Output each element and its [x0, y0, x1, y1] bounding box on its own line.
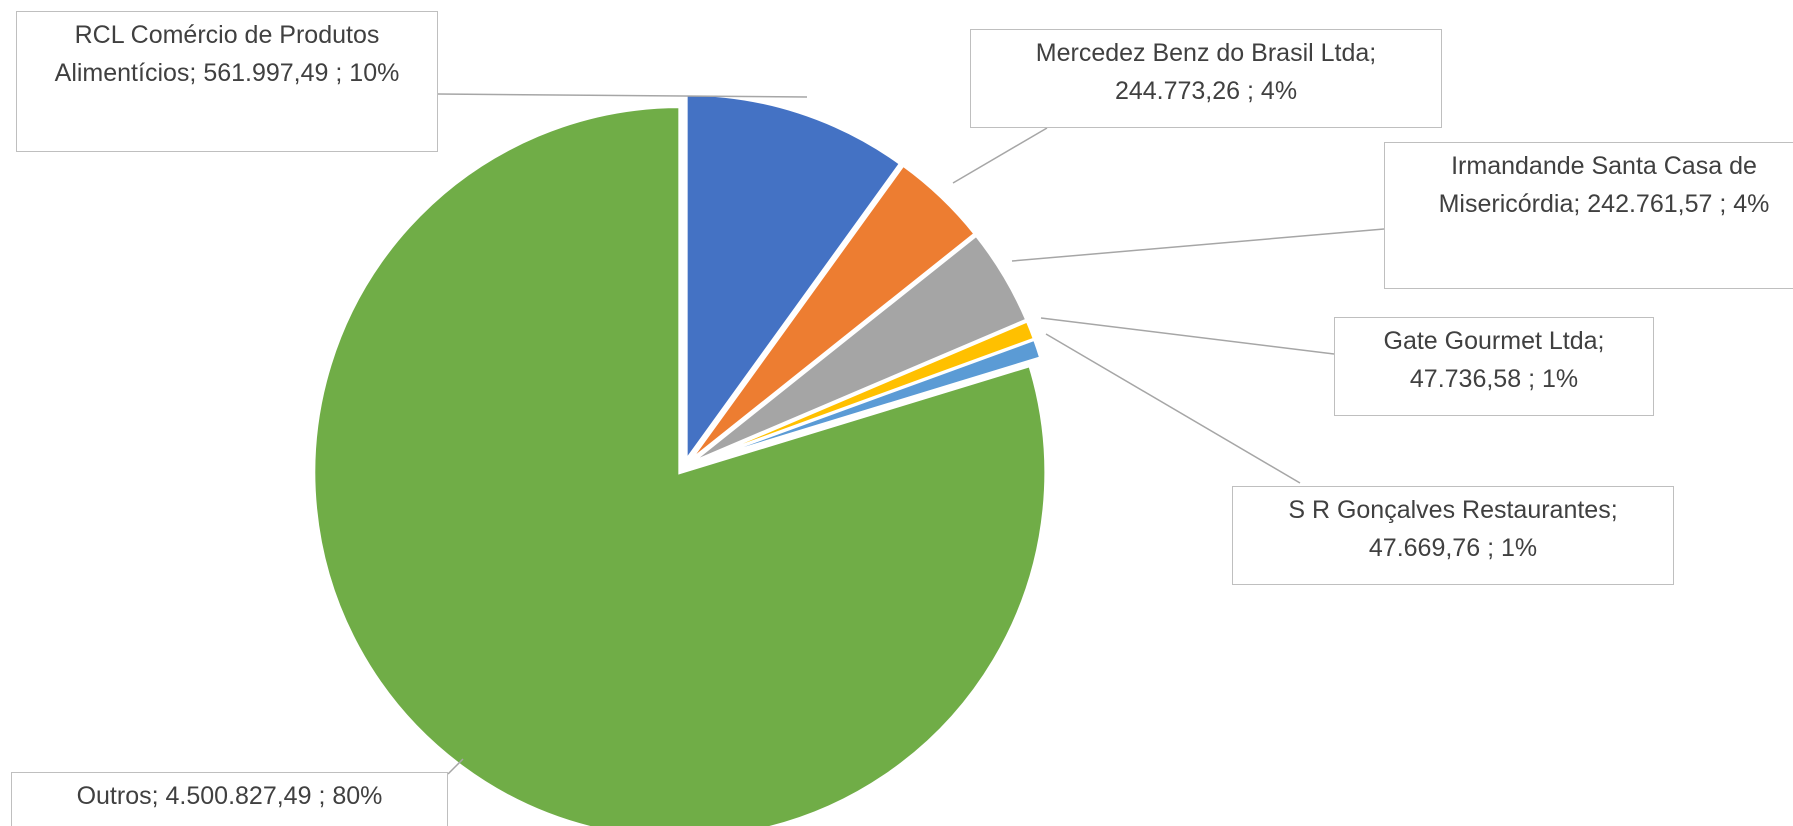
pie-slice	[687, 163, 978, 464]
data-label: S R Gonçalves Restaurantes; 47.669,76 ; …	[1232, 486, 1674, 585]
data-label: Irmandande Santa Casa de Misericórdia; 2…	[1384, 142, 1793, 289]
label-category: Mercedez Benz do Brasil Ltda	[1035, 39, 1370, 67]
label-category: S R Gonçalves Restaurantes	[1288, 496, 1611, 524]
label-category: Gate Gourmet Ltda	[1383, 327, 1598, 355]
pie-slice	[690, 337, 1043, 467]
label-category: Outros	[76, 782, 152, 810]
label-separator: ;	[1719, 190, 1727, 218]
label-separator: ;	[335, 59, 343, 87]
data-label: RCL Comércio de Produtos Alimentícios; 5…	[16, 11, 438, 152]
label-separator: ;	[189, 59, 197, 87]
label-value: 561.997,49	[203, 59, 329, 87]
data-label: Gate Gourmet Ltda; 47.736,58 ; 1%	[1334, 317, 1654, 416]
label-separator: ;	[1597, 327, 1605, 355]
pie-slice	[684, 92, 903, 465]
label-separator: ;	[1247, 77, 1254, 105]
label-percent: 1%	[1500, 534, 1538, 562]
label-separator: ;	[1487, 534, 1495, 562]
label-percent: 4%	[1733, 190, 1770, 218]
label-value: 47.669,76	[1368, 534, 1481, 562]
label-category: RCL Comércio de Produtos Alimentícios	[54, 21, 380, 87]
label-separator: ;	[1369, 39, 1377, 67]
leader-line	[1045, 333, 1301, 484]
label-percent: 1%	[1541, 365, 1579, 393]
label-separator: ;	[1528, 365, 1536, 393]
label-value: 47.736,58	[1409, 365, 1522, 393]
label-value: 4.500.827,49	[165, 782, 312, 810]
leader-line	[447, 758, 464, 775]
label-percent: 80%	[332, 782, 383, 810]
data-label: Mercedez Benz do Brasil Ltda; 244.773,26…	[970, 29, 1442, 128]
label-separator: ;	[1610, 496, 1618, 524]
leader-line	[952, 127, 1048, 184]
label-category: Irmandande Santa Casa de Misericórdia	[1438, 152, 1757, 218]
leader-line	[437, 93, 808, 98]
pie-slice	[312, 105, 1048, 826]
label-separator: ;	[151, 782, 159, 810]
label-percent: 10%	[349, 59, 400, 87]
data-label: Outros; 4.500.827,49 ; 80%	[11, 772, 448, 826]
label-separator: ;	[318, 782, 326, 810]
label-separator: ;	[1573, 190, 1581, 218]
label-value: 244.773,26	[1114, 77, 1241, 105]
label-value: 242.761,57	[1587, 190, 1713, 218]
label-percent: 4%	[1260, 77, 1298, 105]
leader-line	[1011, 228, 1385, 262]
leader-line	[1040, 317, 1335, 355]
